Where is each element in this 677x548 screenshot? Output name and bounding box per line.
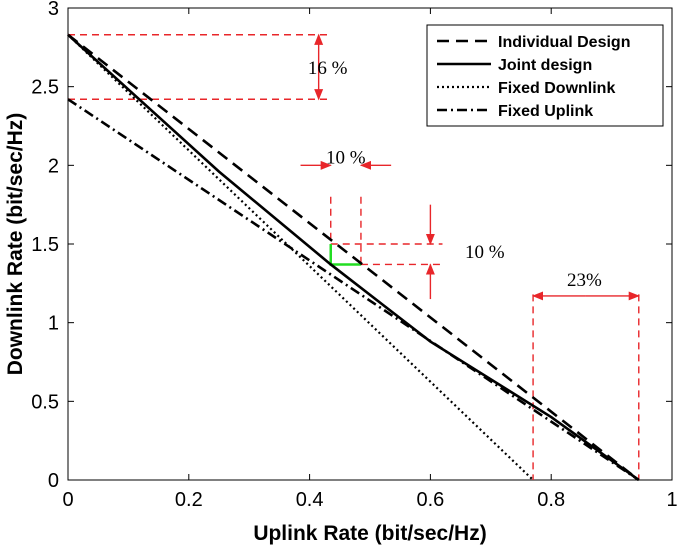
x-axis-label: Uplink Rate (bit/sec/Hz) bbox=[253, 522, 486, 545]
x-tick-label: 1 bbox=[666, 489, 677, 511]
series-line-individual-design bbox=[67, 33, 640, 482]
legend-entry: Fixed Uplink bbox=[498, 103, 593, 120]
series-line-joint-design bbox=[67, 33, 640, 482]
annotation-label: 10 % bbox=[326, 147, 366, 168]
x-tick-label: 0.8 bbox=[537, 489, 565, 511]
x-ticks: 0 0.2 0.4 0.6 0.8 1 bbox=[62, 8, 677, 511]
annotation-label: 16 % bbox=[308, 58, 348, 79]
legend: Individual Design Joint design Fixed Downl… bbox=[426, 24, 664, 127]
legend-entry: Individual Design bbox=[498, 34, 630, 51]
y-axis-label: Downlink Rate (bit/sec/Hz) bbox=[4, 113, 27, 376]
y-tick-label: 3 bbox=[48, 0, 59, 20]
y-tick-label: 2 bbox=[48, 155, 59, 177]
x-tick-label: 0.2 bbox=[175, 489, 203, 511]
series-line-fixed-uplink bbox=[67, 98, 640, 482]
y-tick-label: 0 bbox=[48, 470, 59, 492]
legend-entry: Joint design bbox=[498, 57, 592, 74]
y-tick-label: 2.5 bbox=[31, 77, 59, 99]
legend-entry: Fixed Downlink bbox=[498, 80, 615, 97]
x-tick-label: 0 bbox=[62, 489, 73, 511]
annotations: 16 % 10 % 10 % 23% bbox=[308, 58, 602, 291]
y-tick-label: 1.5 bbox=[31, 234, 59, 256]
x-tick-label: 0.4 bbox=[296, 489, 324, 511]
y-tick-label: 0.5 bbox=[31, 391, 59, 413]
series-lines bbox=[67, 33, 640, 482]
series-line-fixed-downlink bbox=[67, 33, 534, 481]
y-ticks: 0 0.5 1 1.5 2 2.5 3 bbox=[31, 0, 672, 492]
x-tick-label: 0.6 bbox=[416, 489, 444, 511]
annotation-label: 23% bbox=[567, 270, 602, 291]
y-tick-label: 1 bbox=[48, 313, 59, 335]
annotation-label: 10 % bbox=[465, 242, 505, 263]
